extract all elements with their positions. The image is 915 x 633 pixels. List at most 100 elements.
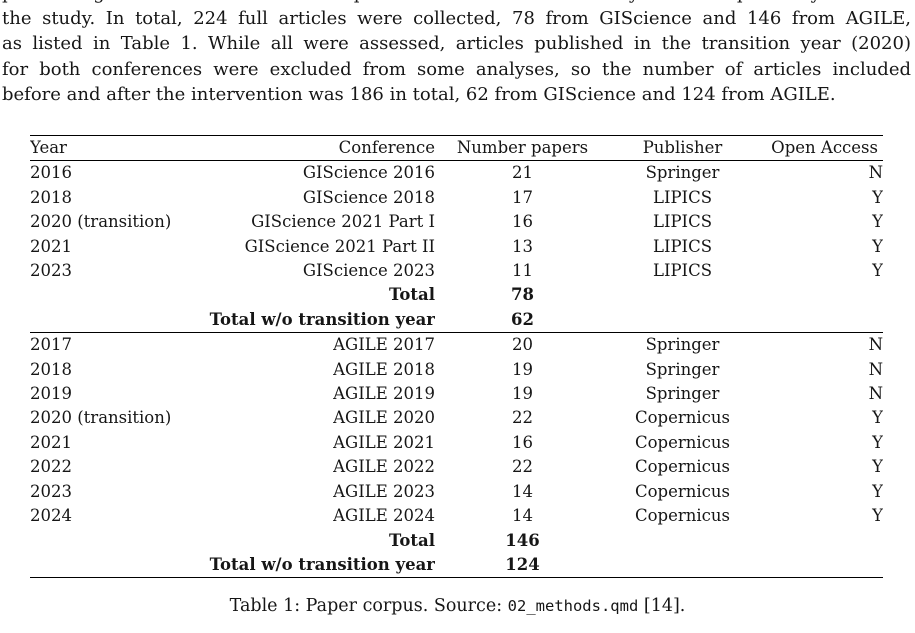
clipped-text-line: proceedings were retrieved from the publ…	[2, 0, 911, 6]
cell-conference: AGILE 2017	[333, 335, 435, 355]
cell-oa	[755, 308, 883, 333]
cell-conference: Total	[389, 285, 435, 305]
cell-year	[30, 529, 200, 553]
column-header-number-papers: Number papers	[456, 138, 589, 157]
cell-year: 2018	[30, 187, 72, 207]
table-row: 2023 AGILE 2023 14 Copernicus Y	[30, 480, 883, 504]
column-header-conference: Conference	[338, 138, 435, 157]
cell-papers: 78	[511, 285, 534, 305]
cell-papers: 22	[512, 408, 533, 428]
cell-oa	[755, 283, 883, 307]
table-caption: Table 1: Paper corpus. Source: 02_method…	[0, 596, 915, 616]
cell-publisher: Copernicus	[634, 408, 730, 428]
cell-oa: Y	[872, 506, 883, 526]
cell-conference: AGILE 2021	[333, 432, 435, 452]
cell-oa: Y	[872, 187, 883, 207]
cell-year: 2017	[30, 335, 72, 355]
table-row: 2022 AGILE 2022 22 Copernicus Y	[30, 455, 883, 479]
table-row: 2017 AGILE 2017 20 Springer N	[30, 332, 883, 358]
cell-publisher: LIPICS	[652, 236, 713, 256]
cell-papers: 17	[512, 187, 533, 207]
cell-oa	[755, 529, 883, 553]
table-header-row: Year Conference Number papers Publisher …	[30, 136, 883, 161]
cell-conference: GIScience 2021 Part II	[244, 236, 435, 256]
table-caption-text: Table 1: Paper corpus. Source:	[229, 596, 508, 616]
paragraph-line: before and after the intervention was 18…	[2, 83, 836, 105]
table-row: Total 146	[30, 529, 883, 553]
table-row: 2021 AGILE 2021 16 Copernicus Y	[30, 431, 883, 455]
table-row: 2016 GIScience 2016 21 Springer N	[30, 161, 883, 186]
cell-publisher	[610, 283, 755, 307]
cell-year	[30, 308, 200, 333]
cell-year: 2018	[30, 359, 72, 379]
table-row: 2018 AGILE 2018 19 Springer N	[30, 358, 883, 382]
cell-papers: 13	[512, 236, 533, 256]
cell-year: 2016	[30, 163, 72, 183]
cell-conference: Total w/o transition year	[209, 554, 435, 574]
table-row: Total 78	[30, 283, 883, 307]
cell-papers: 19	[512, 384, 533, 404]
cell-papers: 62	[511, 309, 534, 329]
cell-conference: AGILE 2020	[333, 408, 435, 428]
cell-papers: 11	[512, 261, 533, 281]
cell-publisher: Copernicus	[634, 481, 730, 501]
cell-publisher: Springer	[645, 335, 720, 355]
cell-year: 2023	[30, 261, 72, 281]
cell-oa: Y	[872, 408, 883, 428]
column-header-year: Year	[30, 138, 67, 157]
cell-conference: AGILE 2018	[333, 359, 435, 379]
cell-year: 2020 (transition)	[30, 212, 172, 232]
cell-oa: Y	[872, 457, 883, 477]
cell-conference: GIScience 2016	[302, 163, 435, 183]
table-row: 2020 (transition) AGILE 2020 22 Copernicus Y	[30, 406, 883, 430]
cell-papers: 21	[512, 163, 533, 183]
paragraph-line: for both conferences were excluded from …	[2, 58, 911, 80]
cell-papers: 19	[512, 359, 533, 379]
paragraph-line: as listed in Table 1. While all were ass…	[2, 33, 911, 55]
paper-corpus-table: Year Conference Number papers Publisher …	[30, 135, 883, 579]
cell-oa: N	[868, 163, 883, 183]
cell-publisher: Springer	[645, 384, 720, 404]
cell-oa: Y	[872, 432, 883, 452]
cell-conference: Total	[389, 530, 435, 550]
table-row: 2021 GIScience 2021 Part II 13 LIPICS Y	[30, 235, 883, 259]
table-body: 2016 GIScience 2016 21 Springer N 2018 GIScien…	[30, 161, 883, 578]
cell-oa: Y	[872, 236, 883, 256]
cell-year: 2021	[30, 432, 72, 452]
paragraph-line: the study. In total, 224 full articles w…	[2, 8, 911, 29]
cell-year: 2023	[30, 481, 72, 501]
cell-papers: 16	[512, 212, 533, 232]
cell-papers: 146	[505, 530, 540, 550]
cell-conference: AGILE 2024	[333, 506, 435, 526]
cell-publisher: Copernicus	[634, 432, 730, 452]
table-row: Total w/o transition year 62	[30, 308, 883, 333]
cell-conference: GIScience 2023	[302, 261, 435, 281]
cell-conference: GIScience 2021 Part I	[251, 212, 435, 232]
column-header-publisher: Publisher	[642, 138, 723, 157]
column-header-open-access: Open Access	[771, 138, 878, 157]
cell-publisher: Copernicus	[634, 457, 730, 477]
table-row: Total w/o transition year 124	[30, 553, 883, 578]
clipped-text-fragment: proceedings were retrieved from the publ…	[2, 0, 911, 6]
cell-publisher: Springer	[645, 359, 720, 379]
cell-papers: 20	[512, 335, 533, 355]
cell-year: 2021	[30, 236, 72, 256]
table-row: 2018 GIScience 2018 17 LIPICS Y	[30, 186, 883, 210]
cell-publisher: Copernicus	[634, 506, 730, 526]
cell-papers: 14	[512, 481, 533, 501]
cell-publisher	[610, 529, 755, 553]
table-row: 2020 (transition) GIScience 2021 Part I 16…	[30, 210, 883, 234]
cell-publisher: LIPICS	[652, 212, 713, 232]
cell-conference: Total w/o transition year	[209, 309, 435, 329]
cell-oa: Y	[872, 481, 883, 501]
cell-conference: GIScience 2018	[302, 187, 435, 207]
body-paragraph: proceedings were retrieved from the publ…	[2, 0, 911, 107]
cell-publisher	[610, 308, 755, 333]
cell-papers: 22	[512, 457, 533, 477]
table-header: Year Conference Number papers Publisher …	[30, 136, 883, 161]
cell-oa: Y	[872, 261, 883, 281]
cell-publisher: LIPICS	[652, 187, 713, 207]
cell-year: 2022	[30, 457, 72, 477]
cell-oa: N	[868, 359, 883, 379]
